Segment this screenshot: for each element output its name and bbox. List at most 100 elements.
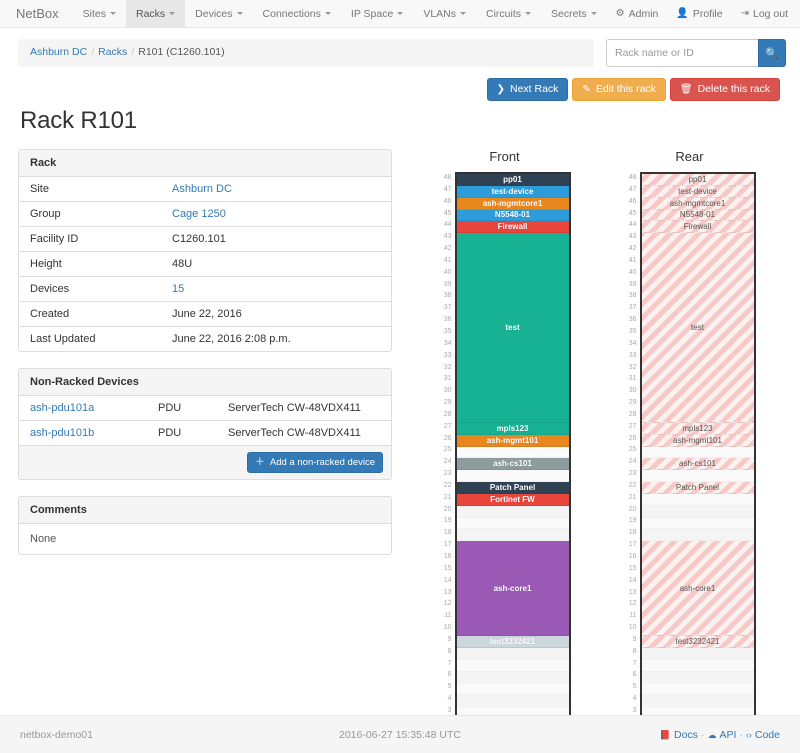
rack-field-value[interactable]: 15 bbox=[161, 276, 391, 302]
rack-device[interactable]: mpls123 bbox=[641, 422, 754, 435]
next-rack-button[interactable]: ❯ Next Rack bbox=[486, 78, 569, 101]
logout-icon: ⇥ bbox=[740, 8, 749, 19]
rack-rear-unit-numbers: 48 47 46 45 44 43 42 41 40 39 38 37 36 35 34 33 32 31 30 29… bbox=[624, 172, 640, 745]
edit-this-rack-button[interactable]: ✎ Edit this rack bbox=[572, 78, 666, 101]
rack-unit-empty[interactable] bbox=[641, 671, 754, 684]
device-role-cell: PDU bbox=[147, 420, 217, 445]
rack-device[interactable]: N5548-01 bbox=[641, 209, 754, 222]
breadcrumb-link[interactable]: Ashburn DC bbox=[30, 46, 88, 58]
nav-item-admin[interactable]: ⚙ Admin bbox=[607, 0, 668, 27]
rack-device[interactable]: ash-cs101 bbox=[456, 458, 569, 471]
rack-device[interactable]: Firewall bbox=[641, 221, 754, 234]
rack-unit-empty[interactable] bbox=[641, 517, 754, 530]
left-column: Rack Site Ashburn DC Group Cage 1250 Facilit… bbox=[18, 149, 392, 745]
rack-unit-empty[interactable] bbox=[641, 470, 754, 483]
search-input[interactable] bbox=[606, 39, 758, 67]
nav-item-log-out[interactable]: ⇥ Log out bbox=[732, 0, 797, 27]
rack-device[interactable]: ash-cs101 bbox=[641, 458, 754, 471]
footer-link-api[interactable]: API bbox=[719, 728, 737, 741]
rack-unit-empty[interactable] bbox=[641, 647, 754, 660]
rack-unit-empty[interactable] bbox=[456, 683, 569, 696]
brand-logo[interactable]: NetBox bbox=[16, 6, 59, 21]
rack-device[interactable]: test-device bbox=[456, 185, 569, 198]
rack-unit-empty[interactable] bbox=[456, 671, 569, 684]
rack-device[interactable]: mpls123 bbox=[456, 422, 569, 435]
delete-this-rack-button[interactable]: 🗑 Delete this rack bbox=[669, 78, 780, 101]
nav-item-profile[interactable]: 👤 Profile bbox=[667, 0, 731, 27]
rack-device[interactable]: ash-mgmtcore1 bbox=[641, 197, 754, 210]
rack-device[interactable]: ash-core1 bbox=[456, 541, 569, 637]
rack-device[interactable]: Patch Panel bbox=[456, 482, 569, 494]
rack-elevations: Front 48 47 46 45 44 43 42 41 40 39 38 37 36 35 34 33 32… bbox=[392, 149, 782, 745]
nav-item-devices[interactable]: Devices bbox=[185, 0, 252, 27]
device-name-cell[interactable]: ash-pdu101a bbox=[19, 396, 147, 421]
device-link[interactable]: ash-pdu101b bbox=[30, 427, 95, 439]
rack-unit-number: 24 bbox=[443, 458, 452, 466]
rack-unit-empty[interactable] bbox=[456, 446, 569, 459]
rack-field-label: Last Updated bbox=[19, 326, 161, 351]
rack-field-link[interactable]: Cage 1250 bbox=[172, 208, 226, 220]
rack-unit-empty[interactable] bbox=[456, 695, 569, 708]
rack-device[interactable]: ash-mgmt101 bbox=[641, 434, 754, 447]
rack-device[interactable]: ash-mgmtcore1 bbox=[456, 197, 569, 210]
rack-unit-number: 11 bbox=[629, 612, 637, 620]
rack-device[interactable]: Fortinet FW bbox=[456, 493, 569, 506]
add-non-racked-device-button[interactable]: ＋ Add a non-racked device bbox=[246, 452, 383, 473]
nav-item-vlans[interactable]: VLANs bbox=[413, 0, 476, 27]
rack-front-unit-numbers: 48 47 46 45 44 43 42 41 40 39 38 37 36 35 34 33 32 31 30 29… bbox=[439, 172, 455, 745]
rack-field-link[interactable]: Ashburn DC bbox=[172, 183, 232, 195]
rack-unit-empty[interactable] bbox=[456, 647, 569, 660]
rack-device[interactable]: test-device bbox=[641, 185, 754, 198]
rack-unit-empty[interactable] bbox=[456, 470, 569, 483]
rack-unit-empty[interactable] bbox=[641, 493, 754, 506]
rack-device[interactable]: ash-mgmt101 bbox=[456, 434, 569, 447]
rack-info-tbody: Site Ashburn DC Group Cage 1250 Facility ID C… bbox=[19, 177, 391, 351]
rack-unit-empty[interactable] bbox=[456, 659, 569, 672]
rack-field-label: Devices bbox=[19, 276, 161, 302]
rack-unit-empty[interactable] bbox=[641, 695, 754, 708]
nav-item-sites[interactable]: Sites bbox=[73, 0, 126, 27]
rack-field-value[interactable]: Ashburn DC bbox=[161, 177, 391, 202]
rack-device[interactable]: Firewall bbox=[456, 221, 569, 234]
rack-field-link[interactable]: 15 bbox=[172, 283, 185, 295]
rack-unit-empty[interactable] bbox=[641, 659, 754, 672]
breadcrumb-link[interactable]: Racks bbox=[98, 46, 128, 58]
nav-item-ip-space[interactable]: IP Space bbox=[341, 0, 413, 27]
footer-link-code[interactable]: Code bbox=[754, 728, 780, 741]
rack-unit-empty[interactable] bbox=[456, 505, 569, 518]
rack-device[interactable]: test bbox=[641, 233, 754, 423]
rack-device[interactable]: ash-core1 bbox=[641, 541, 754, 637]
rack-unit-number: 10 bbox=[443, 624, 452, 632]
rack-unit-empty[interactable] bbox=[456, 517, 569, 530]
rack-rear-frame: pp01 test-device ash-mgmtcore1 N5548-01 Fire… bbox=[639, 172, 756, 745]
rack-device[interactable]: test3232421 bbox=[456, 636, 569, 648]
rack-unit-number: 38 bbox=[443, 292, 452, 300]
rack-device[interactable]: Patch Panel bbox=[641, 482, 754, 494]
nav-item-connections[interactable]: Connections bbox=[253, 0, 341, 27]
comments-heading: Comments bbox=[19, 497, 391, 524]
table-row: Facility ID C1260.101 bbox=[19, 226, 391, 252]
rack-device[interactable]: pp01 bbox=[456, 174, 569, 186]
rack-unit-empty[interactable] bbox=[456, 529, 569, 542]
rack-unit-empty[interactable] bbox=[641, 683, 754, 696]
rack-device[interactable]: pp01 bbox=[641, 174, 754, 186]
rack-field-value[interactable]: Cage 1250 bbox=[161, 201, 391, 227]
rack-device[interactable]: test3232421 bbox=[641, 636, 754, 648]
rack-unit-empty[interactable] bbox=[641, 529, 754, 542]
rack-unit-number: 28 bbox=[628, 410, 637, 418]
rack-unit-empty[interactable] bbox=[641, 505, 754, 518]
rack-field-label: Site bbox=[30, 183, 49, 195]
rack-unit-number: 16 bbox=[628, 553, 637, 560]
search-button[interactable]: 🔍 bbox=[758, 39, 786, 67]
rack-device[interactable]: test bbox=[456, 233, 569, 423]
footer-link-docs[interactable]: Docs bbox=[674, 728, 698, 741]
nav-item-circuits[interactable]: Circuits bbox=[476, 0, 541, 27]
nav-item-racks[interactable]: Racks bbox=[125, 0, 186, 27]
cloud-icon: ☁ bbox=[707, 729, 717, 740]
rack-unit-empty[interactable] bbox=[641, 446, 754, 459]
device-link[interactable]: ash-pdu101a bbox=[30, 402, 95, 414]
nav-item-secrets[interactable]: Secrets bbox=[541, 0, 607, 27]
device-name-cell[interactable]: ash-pdu101b bbox=[19, 420, 147, 445]
rack-device[interactable]: N5548-01 bbox=[456, 209, 569, 222]
non-racked-footer: ＋ Add a non-racked device bbox=[19, 445, 391, 479]
